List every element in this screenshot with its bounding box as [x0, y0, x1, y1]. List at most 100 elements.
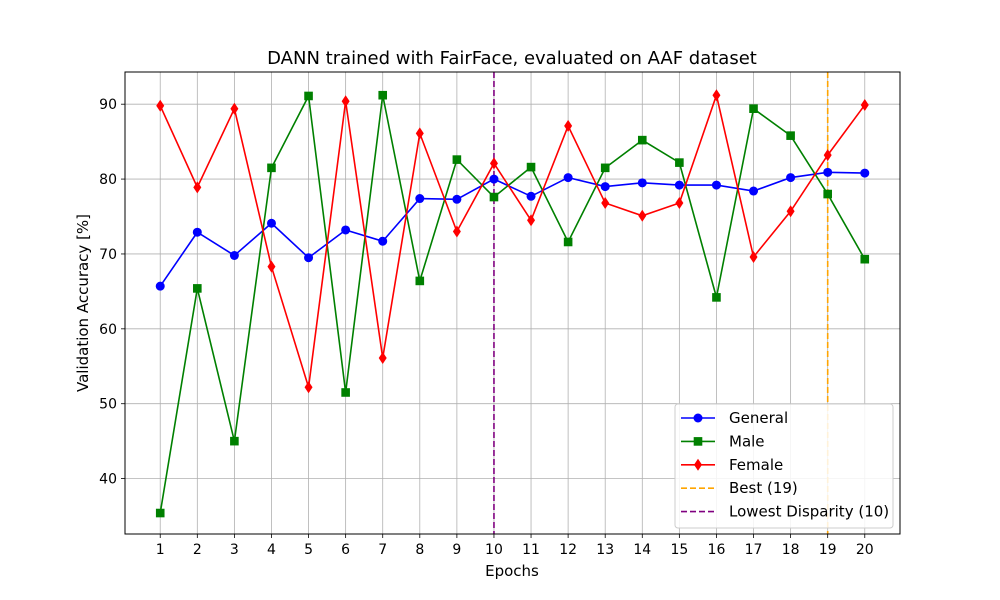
data-point — [711, 180, 721, 190]
legend-label: Lowest Disparity (10) — [729, 503, 889, 521]
x-tick-label: 8 — [415, 542, 424, 558]
data-point — [156, 99, 165, 112]
data-point — [415, 194, 425, 204]
data-point — [452, 155, 462, 164]
chart-title: DANN trained with FairFace, evaluated on… — [267, 48, 757, 69]
data-point — [674, 180, 684, 190]
data-point — [378, 236, 388, 246]
x-tick-label: 3 — [230, 542, 239, 558]
x-tick-label: 7 — [378, 542, 387, 558]
data-point — [378, 90, 388, 100]
x-tick-label: 15 — [670, 542, 688, 558]
data-point — [749, 186, 759, 196]
data-point — [563, 173, 573, 183]
data-point — [675, 197, 684, 210]
data-point — [860, 98, 869, 111]
data-point — [155, 508, 165, 518]
data-point — [267, 260, 276, 273]
x-tick-label: 2 — [193, 542, 202, 558]
x-axis: 1 2 3 4 5 6 7 8 9 10 11 12 13 14 15 16 17 18 19 20 — [156, 534, 874, 558]
data-point — [526, 191, 536, 201]
y-axis: 40 50 60 70 80 90 — [99, 97, 125, 488]
data-point — [304, 253, 314, 263]
data-point — [193, 284, 202, 293]
data-point — [860, 254, 870, 264]
data-point — [193, 181, 202, 194]
x-tick-label: 11 — [522, 542, 540, 558]
data-point — [527, 214, 536, 227]
data-point — [229, 250, 239, 260]
x-tick-label: 4 — [267, 542, 276, 558]
data-point — [860, 168, 870, 178]
data-point — [712, 293, 721, 302]
x-tick-label: 16 — [708, 542, 726, 558]
plot-frame — [124, 71, 901, 535]
data-point — [563, 237, 573, 247]
series-line — [159, 92, 866, 388]
data-point — [600, 182, 610, 192]
data-point — [749, 250, 758, 263]
data-point — [712, 89, 721, 102]
data-point — [489, 174, 499, 184]
data-point — [675, 158, 684, 167]
y-tick-label: 50 — [99, 397, 117, 413]
legend-label: Male — [729, 432, 765, 450]
x-tick-label: 19 — [819, 542, 837, 558]
data-point — [155, 281, 165, 291]
data-point — [489, 192, 499, 202]
y-tick-label: 40 — [99, 472, 117, 488]
y-axis-label: Validation Accuracy [%] — [74, 214, 92, 392]
data-point — [638, 209, 647, 222]
y-tick-label: 70 — [99, 247, 117, 263]
data-point — [266, 218, 276, 228]
data-point — [415, 127, 424, 140]
x-tick-label: 13 — [596, 542, 614, 558]
legend: General Male Female Best (19) Lowest Dispari… — [674, 403, 894, 529]
series-female — [156, 89, 869, 394]
data-point — [341, 388, 350, 397]
reference-lines — [493, 72, 829, 534]
data-point — [230, 436, 239, 446]
data-point — [637, 135, 647, 145]
series-line — [159, 93, 866, 514]
legend-label: Female — [729, 456, 783, 474]
x-tick-label: 12 — [559, 542, 577, 558]
x-axis-label: Epochs — [485, 562, 539, 580]
series-male — [155, 90, 870, 518]
data-point — [693, 437, 703, 446]
data-point — [489, 157, 498, 170]
data-point — [823, 167, 833, 177]
data-point — [341, 225, 351, 235]
data-point — [378, 352, 387, 365]
data-point — [786, 131, 795, 140]
x-tick-label: 14 — [633, 542, 651, 558]
data-point — [600, 163, 610, 173]
data-point — [786, 205, 795, 218]
x-tick-label: 1 — [156, 542, 165, 558]
legend-label: General — [729, 409, 788, 427]
data-point — [637, 178, 647, 188]
data-point — [823, 149, 832, 162]
data-point — [526, 162, 536, 172]
y-tick-label: 90 — [99, 97, 117, 113]
data-point — [230, 102, 239, 115]
series-general — [155, 167, 870, 291]
x-tick-label: 17 — [745, 542, 763, 558]
series-line — [159, 171, 865, 287]
data-point — [694, 458, 702, 471]
x-tick-label: 5 — [304, 542, 313, 558]
data-point — [749, 104, 758, 113]
data-point — [267, 163, 276, 173]
data-point — [601, 197, 610, 210]
x-tick-label: 9 — [452, 542, 461, 558]
data-point — [304, 381, 313, 394]
y-tick-label: 80 — [99, 172, 117, 188]
data-point — [192, 227, 202, 237]
data-point — [693, 413, 703, 423]
y-tick-label: 60 — [99, 322, 117, 338]
data-point — [786, 173, 796, 183]
data-point — [304, 91, 313, 101]
legend-label: Best (19) — [729, 479, 798, 497]
data-point — [452, 194, 462, 204]
x-tick-label: 10 — [485, 542, 503, 558]
